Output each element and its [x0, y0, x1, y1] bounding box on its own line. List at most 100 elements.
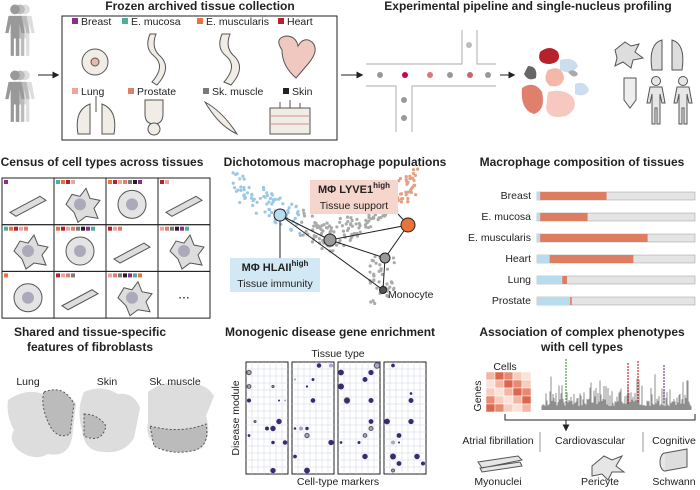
- cell-dot: [408, 177, 412, 181]
- cell-dot: [329, 228, 333, 233]
- cell-dot: [398, 176, 403, 181]
- enrichment-dot: [357, 440, 361, 445]
- cell-dot: [379, 267, 383, 271]
- cell-dot: [314, 221, 318, 226]
- cell-dot: [340, 224, 345, 228]
- cell-dot: [241, 174, 245, 178]
- cell-dot: [392, 261, 396, 265]
- nucleus: [126, 291, 138, 304]
- cell-dot: [320, 224, 324, 228]
- cell-dot: [238, 200, 242, 205]
- swatch: [71, 273, 75, 278]
- cell-dot: [354, 222, 358, 226]
- swatch: [118, 226, 122, 231]
- swatch: [118, 273, 122, 278]
- enrichment-dot: [362, 453, 368, 460]
- swatch: [113, 226, 117, 231]
- swatch: [61, 273, 65, 278]
- cell-dot: [243, 196, 247, 201]
- cell-dot: [304, 229, 308, 233]
- cell-dot: [413, 183, 417, 187]
- cell-dot: [319, 232, 324, 236]
- swatch: [133, 180, 137, 184]
- tissue-swatch: [197, 18, 203, 24]
- chart-title: Macrophage composition of tissues: [480, 155, 685, 169]
- cell-dot: [377, 269, 381, 273]
- cell-dot: [373, 301, 377, 306]
- swatch: [108, 180, 112, 184]
- swatch: [165, 226, 169, 231]
- cell-dot: [231, 181, 235, 185]
- nucleus: [22, 291, 34, 304]
- heatmap-label: Cells: [493, 361, 516, 373]
- cell-dot: [317, 237, 321, 241]
- cell-dot: [289, 227, 293, 231]
- gwas-peak: [565, 383, 567, 385]
- enrichment-dot: [253, 419, 257, 424]
- section-title: with cell types: [540, 340, 623, 354]
- enrichment-dot: [368, 419, 374, 424]
- cell-dot: [325, 226, 329, 230]
- cell-dot: [338, 239, 342, 243]
- nucleus: [178, 245, 190, 258]
- bar: [549, 255, 634, 263]
- gwas-peak: [627, 393, 629, 395]
- clusters: [521, 48, 589, 117]
- outcome-icons: [614, 39, 693, 125]
- enrichment-dot: [305, 426, 309, 431]
- cell-dot: [265, 193, 270, 198]
- cell-dot: [265, 191, 269, 195]
- enrichment-dot: [316, 363, 322, 368]
- gwas-peak: [627, 390, 629, 392]
- heat-cell: [512, 387, 523, 397]
- gwas-peak: [565, 362, 567, 364]
- cell-dot: [331, 249, 335, 253]
- swatch: [4, 226, 8, 231]
- cell-dot: [281, 202, 285, 206]
- tissue-icons: [76, 33, 316, 136]
- cell-dot: [300, 220, 304, 224]
- gwas-peak: [663, 395, 665, 397]
- cell-dot: [302, 214, 307, 218]
- enrichment-dot: [328, 363, 334, 368]
- gwas-peak: [637, 367, 639, 369]
- section-title: Association of complex phenotypes: [479, 325, 685, 339]
- axis-label: Tissue type: [311, 348, 364, 360]
- gwas-peak: [565, 374, 567, 376]
- enrichment-dot: [304, 467, 310, 474]
- tissue-label: Sk. muscle: [149, 376, 201, 388]
- gwas-peak: [627, 381, 629, 383]
- swatch: [19, 226, 23, 231]
- enrichment-dot: [304, 432, 310, 439]
- enrichment-dot: [373, 362, 381, 369]
- cell-dot: [404, 190, 408, 194]
- cell-dot: [335, 225, 339, 229]
- enrichment-dot: [283, 399, 287, 402]
- label-box: [310, 180, 398, 214]
- enrichment-dot: [408, 398, 414, 403]
- cell-dot: [364, 225, 368, 229]
- enrichment-dot: [362, 377, 368, 382]
- gwas-peak: [663, 368, 665, 370]
- nucleus: [74, 245, 86, 258]
- swatch: [138, 273, 142, 278]
- cell-dot: [254, 211, 258, 215]
- cell-dot: [314, 234, 318, 239]
- cell-dot: [344, 222, 348, 226]
- label-box: [230, 258, 320, 292]
- nucleus: [126, 198, 138, 211]
- heat-cell: [494, 379, 505, 389]
- cell-dot: [238, 177, 242, 181]
- cell-dot: [349, 222, 353, 226]
- cell-dot: [411, 168, 416, 172]
- name: MΦ LYVE1: [318, 184, 373, 196]
- enrichment-dot: [271, 440, 275, 445]
- swatch: [56, 226, 60, 231]
- enrichment-dot: [310, 398, 316, 403]
- enrichment-dot: [391, 468, 395, 473]
- gwas-peak: [565, 395, 567, 397]
- gwas-peak: [663, 401, 665, 403]
- enrichment-dot: [293, 378, 297, 381]
- cell-dot: [271, 200, 275, 204]
- bar: [537, 255, 550, 263]
